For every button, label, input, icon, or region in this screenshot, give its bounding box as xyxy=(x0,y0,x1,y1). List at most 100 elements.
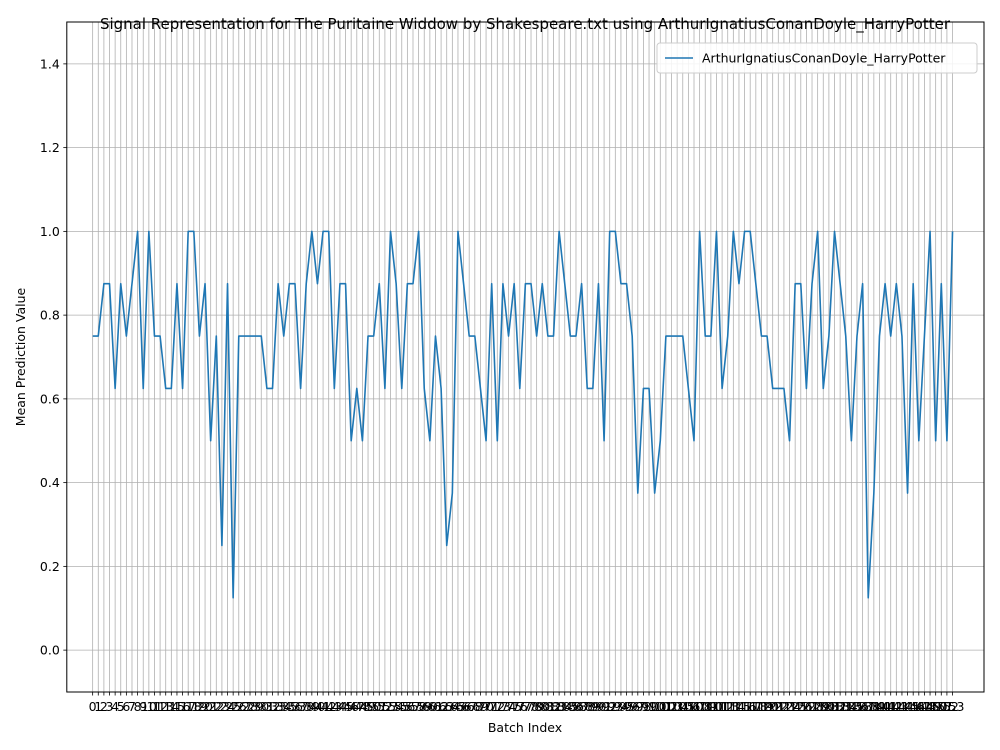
x-tick-label: 128 xyxy=(800,699,824,714)
x-tick-label: 34 xyxy=(276,699,292,714)
x-tick-label: 26 xyxy=(231,699,247,714)
x-tick-label: 35 xyxy=(281,699,297,714)
x-tick-label: 125 xyxy=(783,699,807,714)
x-tick-label: 11 xyxy=(147,699,163,714)
x-tick-label: 101 xyxy=(648,699,672,714)
x-tick-label: 139 xyxy=(862,699,886,714)
x-tick-label: 12 xyxy=(152,699,168,714)
x-tick-label: 6 xyxy=(122,699,130,714)
y-tick-label: 1.4 xyxy=(40,56,60,71)
x-tick-label: 117 xyxy=(738,699,762,714)
x-tick-label: 153 xyxy=(941,699,965,714)
x-tick-label: 52 xyxy=(377,699,393,714)
x-tick-label: 131 xyxy=(817,699,841,714)
x-tick-label: 21 xyxy=(203,699,219,714)
x-tick-label: 7 xyxy=(128,699,136,714)
x-tick-label: 18 xyxy=(186,699,202,714)
x-tick-label: 151 xyxy=(929,699,953,714)
x-tick-label: 32 xyxy=(265,699,281,714)
x-tick-label: 148 xyxy=(912,699,936,714)
x-tick-label: 54 xyxy=(388,699,404,714)
x-tick-label: 126 xyxy=(789,699,813,714)
x-tick-label: 80 xyxy=(534,699,550,714)
x-tick-label: 85 xyxy=(562,699,578,714)
x-tick-label: 113 xyxy=(716,699,740,714)
x-tick-label: 5 xyxy=(117,699,125,714)
x-tick-label: 59 xyxy=(416,699,432,714)
x-tick-label: 71 xyxy=(484,699,500,714)
x-tick-label: 40 xyxy=(310,699,326,714)
x-tick-label: 30 xyxy=(253,699,269,714)
x-tick-label: 130 xyxy=(811,699,835,714)
x-tick-label: 63 xyxy=(439,699,455,714)
grid-lines xyxy=(66,22,984,692)
x-tick-label: 97 xyxy=(630,699,646,714)
x-tick-label: 137 xyxy=(851,699,875,714)
x-tick-label: 123 xyxy=(772,699,796,714)
chart-title: Signal Representation for The Puritaine … xyxy=(100,15,951,34)
x-tick-label: 78 xyxy=(523,699,539,714)
x-tick-label: 87 xyxy=(574,699,590,714)
x-tick-label: 41 xyxy=(315,699,331,714)
x-tick-label: 150 xyxy=(924,699,948,714)
x-tick-label: 31 xyxy=(259,699,275,714)
x-tick-label: 75 xyxy=(506,699,522,714)
x-tick-label: 67 xyxy=(461,699,477,714)
y-tick-label: 0.0 xyxy=(40,643,60,658)
x-tick-label: 53 xyxy=(383,699,399,714)
x-tick-label: 49 xyxy=(360,699,376,714)
x-tick-label: 105 xyxy=(671,699,695,714)
x-tick-label: 142 xyxy=(879,699,903,714)
x-tick-label: 77 xyxy=(517,699,533,714)
x-tick-label: 56 xyxy=(399,699,415,714)
x-tick-label: 147 xyxy=(907,699,931,714)
x-tick-label: 93 xyxy=(607,699,623,714)
x-tick-label: 121 xyxy=(761,699,785,714)
legend: ArthurIgnatiusConanDoyle_HarryPotter xyxy=(656,42,978,74)
x-tick-label: 42 xyxy=(321,699,337,714)
x-tick-label: 132 xyxy=(823,699,847,714)
y-axis-label: Mean Prediction Value xyxy=(13,287,28,426)
x-tick-label: 22 xyxy=(208,699,224,714)
x-tick-label: 73 xyxy=(495,699,511,714)
x-tick-label: 112 xyxy=(710,699,734,714)
x-tick-label: 127 xyxy=(794,699,818,714)
x-tick-label: 10 xyxy=(141,699,157,714)
x-tick-label: 29 xyxy=(248,699,264,714)
x-tick-label: 19 xyxy=(191,699,207,714)
x-tick-label: 24 xyxy=(220,699,236,714)
y-tick-label: 1.0 xyxy=(40,224,60,239)
x-tick-label: 120 xyxy=(755,699,779,714)
x-tick-label: 17 xyxy=(180,699,196,714)
x-tick-label: 66 xyxy=(456,699,472,714)
x-tick-label: 107 xyxy=(682,699,706,714)
y-tick-label: 0.8 xyxy=(40,308,60,323)
x-tick-label: 84 xyxy=(557,699,573,714)
x-tick-label: 2 xyxy=(100,699,108,714)
x-tick-label: 116 xyxy=(733,699,757,714)
y-axis-ticks: 0.0 0.2 0.4 0.6 0.8 1.0 1.2 1.4 xyxy=(40,56,67,658)
x-tick-label: 37 xyxy=(293,699,309,714)
x-tick-label: 140 xyxy=(868,699,892,714)
x-tick-label: 149 xyxy=(918,699,942,714)
x-tick-label: 16 xyxy=(175,699,191,714)
x-tick-label: 13 xyxy=(158,699,174,714)
y-tick-label: 1.2 xyxy=(40,140,60,155)
x-tick-label: 92 xyxy=(602,699,618,714)
x-tick-label: 108 xyxy=(688,699,712,714)
x-tick-label: 69 xyxy=(472,699,488,714)
x-tick-label: 96 xyxy=(624,699,640,714)
x-tick-label: 14 xyxy=(163,699,179,714)
series-layer xyxy=(92,230,954,599)
x-tick-label: 138 xyxy=(856,699,880,714)
y-tick-label: 0.2 xyxy=(40,559,60,574)
x-tick-label: 100 xyxy=(643,699,667,714)
x-tick-label: 86 xyxy=(568,699,584,714)
x-tick-label: 20 xyxy=(197,699,213,714)
x-tick-label: 65 xyxy=(450,699,466,714)
x-tick-label: 109 xyxy=(693,699,717,714)
x-tick-label: 95 xyxy=(619,699,635,714)
legend-box xyxy=(656,42,978,74)
x-tick-label: 1 xyxy=(94,699,102,714)
